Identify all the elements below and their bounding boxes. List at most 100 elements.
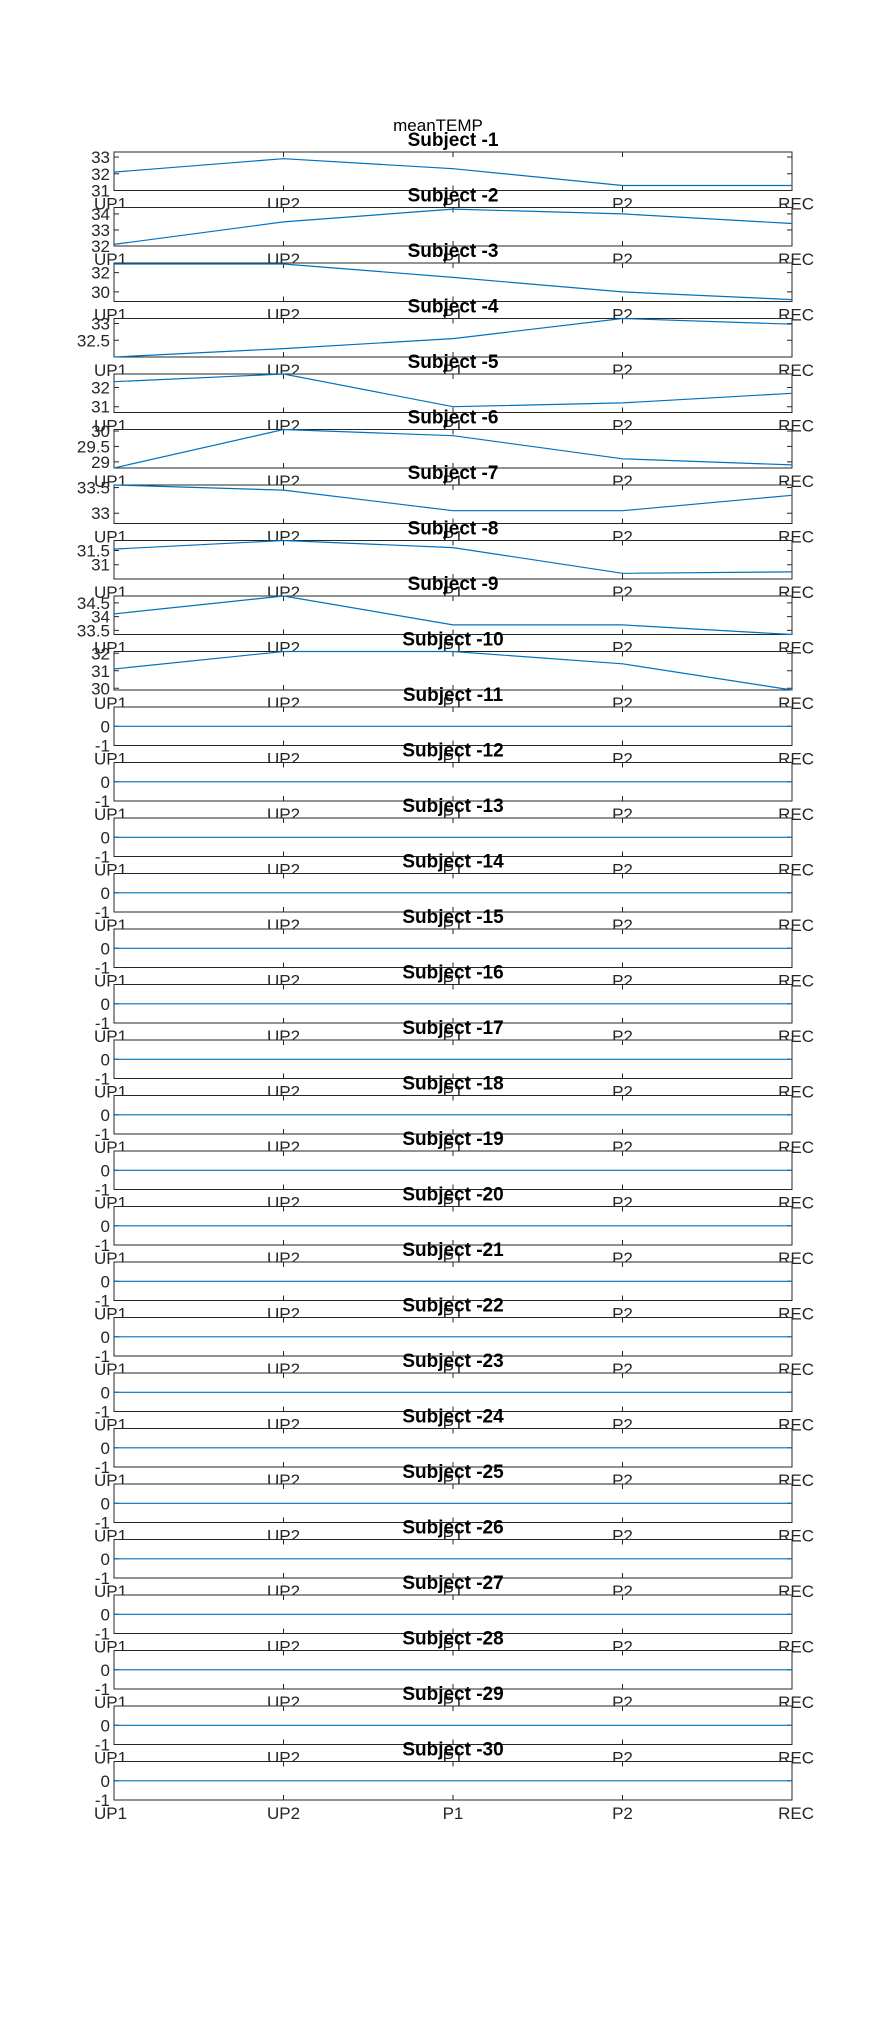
subplot-21-y-tick-label-2: 0 <box>101 1272 110 1291</box>
subplot-4-axes-box <box>113 318 793 358</box>
subplot-20-y-tick-label-2: 0 <box>101 1217 110 1236</box>
subplot-12-title: Subject -12 <box>402 741 503 762</box>
subplot-17-y-tick-label-2: 0 <box>101 1050 110 1069</box>
subplot-5-y-tick-label-1: 31 <box>91 398 110 417</box>
subplot-16-y-tick-label-2: 0 <box>101 995 110 1014</box>
subplot-14-title: Subject -14 <box>402 852 504 873</box>
subplot-9-y-tick-label-2: 34 <box>91 608 110 627</box>
subplot-13-y-tick-label-1: -1 <box>95 848 110 867</box>
subplot-24-y-tick-label-2: 0 <box>101 1439 110 1458</box>
subplot-30-y-tick-label-2: 0 <box>101 1772 110 1791</box>
subplot-29-y-tick-label-1: -1 <box>95 1736 110 1755</box>
subplot-5-title: Subject -5 <box>408 352 499 373</box>
subplot-9-y-tick-label-1: 33.5 <box>77 621 110 640</box>
subplot-5-y-tick-label-2: 32 <box>91 378 110 397</box>
subplot-27-title: Subject -27 <box>402 1573 503 1594</box>
subplot-11-y-tick-label-1: -1 <box>95 737 110 756</box>
subplot-3-title: Subject -3 <box>408 241 499 262</box>
subplot-13-y-tick-label-2: 0 <box>101 828 110 847</box>
subplot-4-y-tick-label-2: 33 <box>91 315 110 334</box>
subplot-6-y-tick-label-1: 29 <box>91 453 110 472</box>
subplot-3-series-line <box>114 263 793 301</box>
subplot-10-y-tick-label-1: 30 <box>91 679 110 698</box>
subplot-17-title: Subject -17 <box>402 1018 503 1039</box>
subplot-9-y-tick-label-3: 34.5 <box>77 594 110 613</box>
subplot-13-title: Subject -13 <box>402 796 503 817</box>
subplot-1-y-tick-label-3: 33 <box>91 148 110 167</box>
subplot-3-y-tick-label-1: 30 <box>91 283 110 302</box>
subplot-10-title: Subject -10 <box>402 630 503 651</box>
subplot-8-series-line <box>113 539 793 574</box>
subplot-27-y-tick-label-2: 0 <box>101 1605 110 1624</box>
subplot-17-y-tick-label-1: -1 <box>95 1070 110 1089</box>
subplot-2-y-tick-label-1: 32 <box>91 237 110 256</box>
subplot-6-series-line <box>113 428 793 469</box>
subplot-28-title: Subject -28 <box>402 1629 503 1650</box>
subplot-6-y-tick-label-2: 29.5 <box>77 437 110 456</box>
subplot-7-axes-box <box>113 484 793 524</box>
subplot-28-y-tick-label-1: -1 <box>95 1680 110 1699</box>
subplot-30-x-tick-label-1: UP1 <box>94 1804 127 1823</box>
subplot-1-axes-box <box>113 151 793 191</box>
subplot-9-title: Subject -9 <box>408 574 499 595</box>
subplot-2-y-tick-label-3: 34 <box>91 205 110 224</box>
subplot-1-y-tick-label-2: 32 <box>91 165 110 184</box>
subplot-4-series-line <box>113 317 793 358</box>
subplot-8-title: Subject -8 <box>408 519 499 540</box>
subplot-7-title: Subject -7 <box>408 463 499 484</box>
subplot-2-title: Subject -2 <box>408 186 499 207</box>
subplot-7-series-line <box>113 484 793 512</box>
subplot-3-axes-box <box>113 262 793 302</box>
subplot-8-y-tick-label-2: 31.5 <box>77 541 110 560</box>
subplot-24-y-tick-label-1: -1 <box>95 1458 110 1477</box>
subplot-10-series-line <box>113 650 793 691</box>
subplot-9-series-line <box>113 595 793 636</box>
subplot-26-y-tick-label-1: -1 <box>95 1569 110 1588</box>
subplot-5-series-line <box>113 373 793 408</box>
subplot-18-y-tick-label-1: -1 <box>95 1125 110 1144</box>
subplot-29-y-tick-label-2: 0 <box>101 1716 110 1735</box>
subplot-22-title: Subject -22 <box>402 1296 503 1317</box>
subplot-2-axes-box <box>113 207 793 247</box>
subplot-6-title: Subject -6 <box>408 408 499 429</box>
subplot-24-title: Subject -24 <box>402 1407 504 1428</box>
subplot-22-y-tick-label-2: 0 <box>101 1328 110 1347</box>
subplot-25-y-tick-label-1: -1 <box>95 1514 110 1533</box>
subplot-30-x-tick-label-2: UP2 <box>267 1804 300 1823</box>
subplot-30-x-tick-label-5: REC <box>778 1804 814 1823</box>
subplot-10-y-tick-label-3: 32 <box>91 644 110 663</box>
subplot-21-title: Subject -21 <box>402 1240 504 1261</box>
subplot-26-y-tick-label-2: 0 <box>101 1550 110 1569</box>
subplot-21-y-tick-label-1: -1 <box>95 1292 110 1311</box>
subplot-14-y-tick-label-2: 0 <box>101 884 110 903</box>
subplot-12-y-tick-label-2: 0 <box>101 773 110 792</box>
subplot-28-y-tick-label-2: 0 <box>101 1661 110 1680</box>
subplot-23-y-tick-label-1: -1 <box>95 1403 110 1422</box>
subplot-20-y-tick-label-1: -1 <box>95 1236 110 1255</box>
subplot-18-title: Subject -18 <box>402 1074 503 1095</box>
subplot-30: -10 UP1 UP2 P1 P2 REC <box>94 1761 814 1823</box>
subplot-19-title: Subject -19 <box>402 1129 503 1150</box>
subplot-1-y-tick-label-1: 31 <box>91 182 110 201</box>
subplot-7-y-tick-label-1: 33 <box>91 504 110 523</box>
subplot-19-y-tick-label-2: 0 <box>101 1161 110 1180</box>
subplot-4-y-tick-label-1: 32.5 <box>77 331 110 350</box>
subplot-25-y-tick-label-2: 0 <box>101 1494 110 1513</box>
subplot-22-y-tick-label-1: -1 <box>95 1347 110 1366</box>
subplot-29-title: Subject -29 <box>402 1684 503 1705</box>
